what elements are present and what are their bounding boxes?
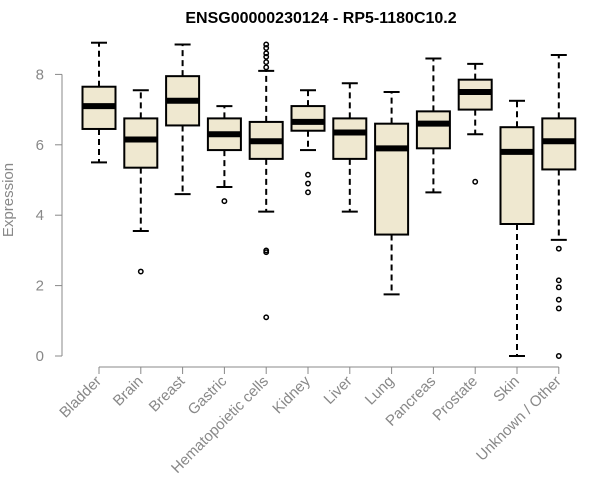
y-axis: 0 2 4 6 8 [36,66,63,365]
outlier-point [263,41,270,48]
x-tick-label: Skin [490,373,523,406]
box-unknown-other [541,54,577,359]
outlier-point [555,284,562,291]
iqr-box [123,117,159,169]
box-pancreas [415,57,451,194]
outlier-point [137,268,144,275]
iqr-box [374,122,410,236]
iqr-box [290,105,326,132]
outlier-point [263,64,270,71]
box-prostate [457,62,493,185]
boxes [81,41,577,359]
y-tick-label: 4 [36,207,44,224]
iqr-box [332,117,368,160]
outlier-point [555,296,562,303]
outlier-point [221,198,228,205]
y-tick-label: 0 [36,348,44,365]
outlier-point [263,249,270,256]
box-hematopoietic-cells [248,41,284,321]
chart-title: ENSG00000230124 - RP5-1180C10.2 [185,10,456,27]
y-tick-label: 6 [36,137,44,154]
box-lung [374,91,410,296]
outlier-point [263,53,270,60]
outlier-point [472,178,479,185]
x-tick-label: Brain [110,373,147,410]
outlier-point [305,189,311,196]
x-tick-label: Lung [362,373,398,409]
outlier-point [305,171,311,178]
y-tick-label: 8 [36,66,44,83]
outlier-point [263,45,270,51]
outlier-point [263,50,270,57]
box-liver [332,82,368,213]
box-brain [123,89,159,275]
outlier-point [305,180,311,187]
box-gastric [206,105,242,205]
x-tick-label: Liver [321,373,356,408]
x-tick-label: Breast [146,372,189,415]
outlier-point [263,314,270,321]
outlier-point [555,245,562,252]
outlier-point [555,305,562,312]
outlier-point [555,353,562,359]
y-axis-label: Expression [0,163,17,237]
outlier-point [263,59,270,66]
x-tick-label: Prostate [429,373,481,425]
x-tick-label: Bladder [56,373,105,422]
box-breast [165,43,201,196]
y-tick-label: 2 [36,278,44,295]
iqr-box [499,126,535,225]
iqr-box [415,110,451,150]
box-bladder [81,41,117,164]
x-tick-label: Kidney [269,372,314,417]
outlier-point [555,277,562,284]
box-skin [499,99,535,357]
box-kidney [290,89,326,196]
